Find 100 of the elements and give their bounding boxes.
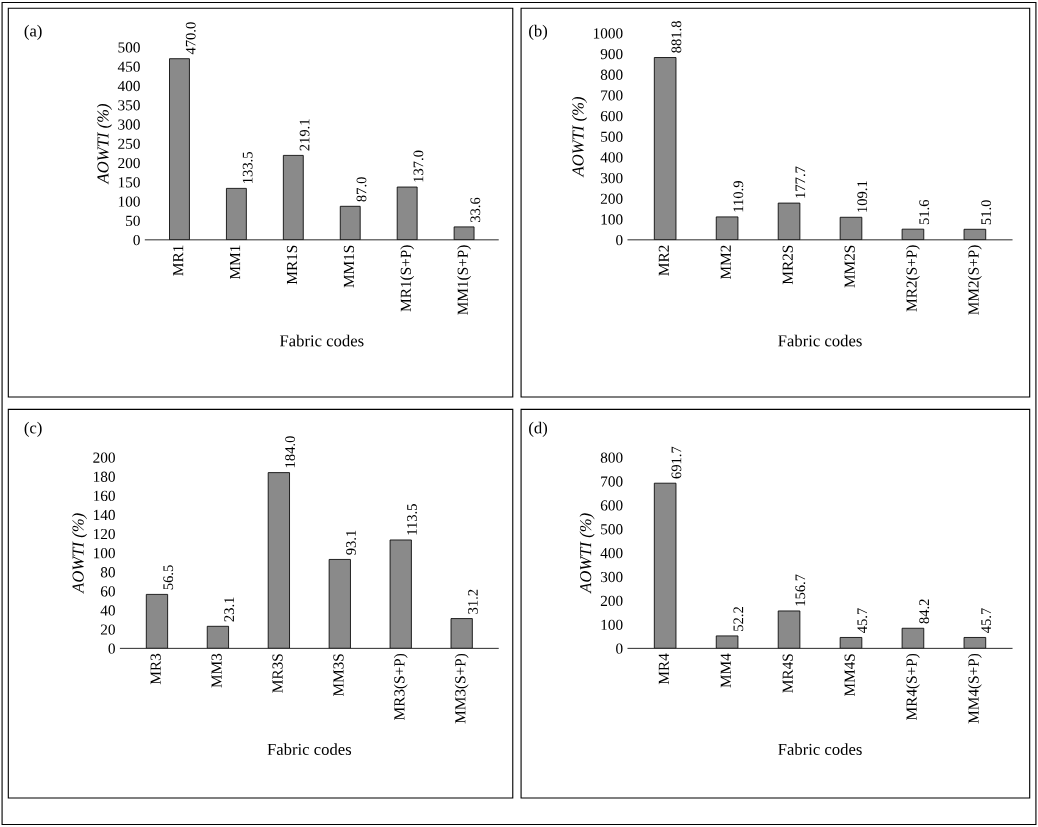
y-axis-title: AOWTI (%): [579, 513, 595, 594]
text: (a): [24, 24, 42, 40]
x-tick-label: MM2: [720, 245, 731, 280]
x-axis-title: Fabric codes: [778, 334, 862, 347]
data-label: 219.1: [299, 119, 310, 151]
data-label: 133.5: [242, 151, 253, 183]
text: (c): [24, 421, 42, 437]
x-tick-label: MR4S: [782, 654, 793, 693]
y-tick-label: 0: [616, 234, 623, 246]
y-tick-label: 400: [117, 80, 140, 92]
data-label: 45.7: [981, 608, 992, 633]
text: (d): [529, 421, 548, 437]
data-label: 137.0: [413, 150, 424, 182]
y-axis-title: AOWTI (%): [571, 96, 588, 178]
x-tick-label: MR2S: [782, 245, 793, 285]
x-tick-label: MM2S: [844, 245, 855, 288]
y-tick-label: 60: [100, 586, 115, 597]
data-label: 691.7: [671, 446, 682, 479]
y-tick-label: 900: [600, 48, 623, 60]
y-tick-label: 150: [118, 177, 140, 188]
x-tick-label: MR1S: [286, 245, 298, 285]
y-tick-label: 250: [118, 138, 140, 149]
y-tick-label: 400: [600, 547, 623, 559]
data-label: 84.2: [919, 599, 930, 624]
y-tick-label: 0: [108, 643, 115, 654]
y-tick-label: 160: [93, 490, 115, 501]
y-tick-label: 100: [601, 619, 623, 630]
x-tick-label: MR1: [173, 245, 184, 276]
data-label: 23.1: [224, 597, 235, 622]
y-tick-label: 500: [118, 42, 140, 53]
y-tick-label: 140: [93, 509, 115, 521]
data-label: 881.8: [671, 21, 682, 53]
data-label: 177.7: [795, 166, 806, 198]
data-label: 113.5: [407, 504, 417, 535]
x-tick-label: MM3S: [333, 654, 344, 697]
x-tick-label: MM1: [229, 245, 241, 280]
x-axis-title: Fabric codes: [778, 743, 862, 755]
data-label: 56.5: [163, 565, 174, 590]
x-tick-label: MR3S: [272, 654, 283, 693]
y-tick-label: 100: [118, 196, 140, 207]
x-tick-label: MM4(S+P): [967, 653, 982, 724]
y-tick-label: 400: [600, 152, 623, 163]
x-tick-label: MM4S: [844, 654, 855, 697]
x-tick-label: MR4(S+P): [906, 653, 920, 720]
data-label: 33.6: [470, 197, 481, 223]
x-tick-label: MM3: [211, 653, 222, 688]
x-tick-label: MR4: [658, 653, 669, 685]
y-tick-label: 80: [100, 567, 115, 578]
x-axis-title: Fabric codes: [279, 334, 364, 347]
y-tick-label: 300: [600, 571, 623, 583]
data-label: 470.0: [185, 22, 196, 55]
y-tick-label: 600: [600, 500, 623, 511]
data-label: 184.0: [285, 436, 296, 468]
x-axis-title: Fabric codes: [267, 743, 352, 755]
x-tick-label: MM3(S+P): [454, 653, 469, 724]
y-tick-label: 450: [117, 61, 140, 72]
y-tick-label: 200: [118, 157, 140, 169]
y-tick-label: 500: [601, 131, 623, 142]
y-tick-label: 700: [601, 90, 623, 101]
y-tick-label: 50: [126, 215, 140, 227]
y-tick-label: 300: [600, 172, 623, 184]
x-tick-label: MR2: [658, 245, 669, 276]
y-tick-label: 300: [118, 119, 140, 130]
data-label: 52.2: [733, 607, 744, 631]
y-tick-label: 100: [93, 547, 115, 559]
y-tick-label: 0: [616, 643, 623, 654]
y-tick-label: 0: [133, 234, 140, 246]
x-tick-label: MM1S: [343, 245, 355, 288]
x-tick-label: MM1(S+P): [457, 245, 472, 315]
data-label: 45.7: [857, 608, 868, 633]
y-tick-label: 500: [601, 524, 623, 535]
y-tick-label: 600: [600, 110, 623, 122]
data-label: 110.9: [733, 181, 744, 212]
text: (b): [529, 24, 548, 40]
data-label: 93.1: [346, 530, 357, 555]
x-tick-label: MR1(S+P): [400, 245, 415, 312]
y-tick-label: 200: [93, 452, 115, 463]
y-tick-label: 20: [100, 624, 115, 635]
x-tick-label: MM2(S+P): [967, 245, 982, 315]
y-tick-label: 1000: [593, 28, 623, 39]
y-tick-label: 120: [93, 528, 115, 540]
x-tick-label: MR3(S+P): [393, 653, 408, 720]
y-tick-label: 100: [601, 214, 623, 225]
y-tick-label: 200: [600, 595, 623, 607]
y-tick-label: 180: [93, 471, 115, 482]
data-label: 156.7: [795, 574, 806, 606]
y-tick-label: 40: [100, 605, 115, 616]
y-axis-title: AOWTI (%): [71, 513, 88, 594]
x-tick-label: MR2(S+P): [906, 245, 920, 312]
y-tick-label: 700: [601, 476, 623, 487]
x-tick-label: MR3: [150, 653, 161, 685]
y-axis-title: AOWTI (%): [96, 103, 112, 185]
data-label: 87.0: [356, 177, 367, 202]
y-tick-label: 800: [600, 452, 623, 463]
data-label: 51.0: [981, 200, 992, 225]
y-tick-label: 350: [118, 100, 140, 111]
x-tick-label: MM4: [720, 653, 731, 688]
y-tick-label: 800: [600, 69, 623, 80]
data-label: 31.2: [468, 589, 478, 614]
data-label: 109.1: [857, 181, 868, 212]
